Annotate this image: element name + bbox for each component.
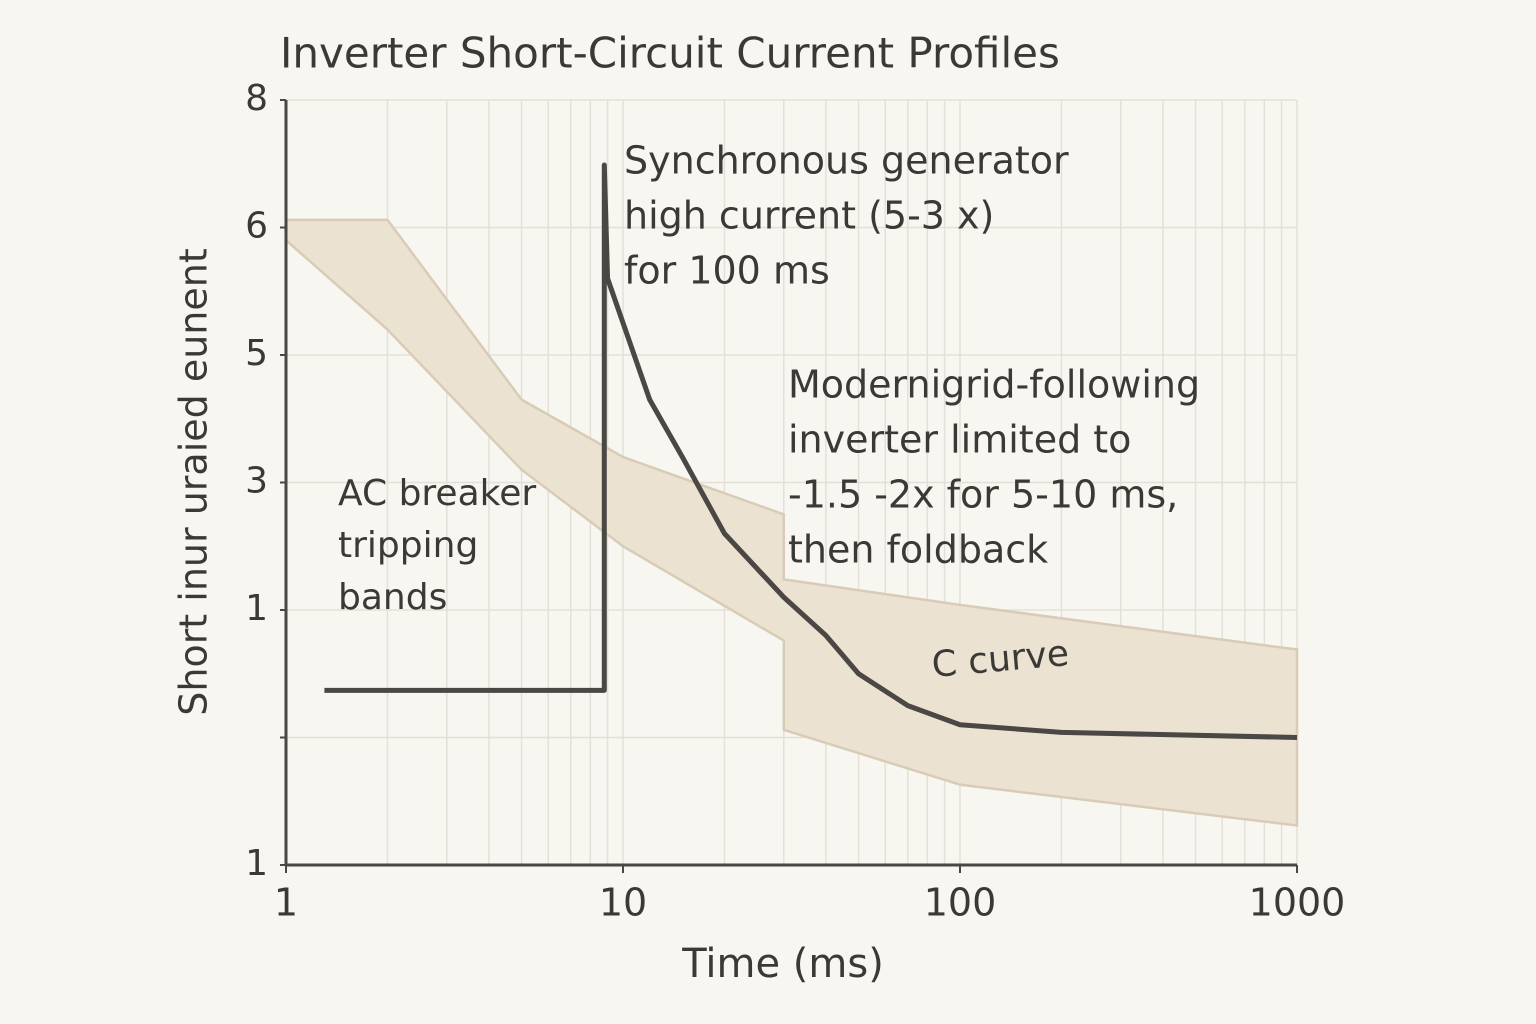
- x-axis-label: Time (ms): [681, 941, 884, 987]
- tripping-band: [284, 218, 1299, 827]
- y-tick-label: 3: [245, 461, 268, 502]
- x-tick-label: 1: [274, 881, 298, 925]
- y-tick-label: 5: [245, 333, 268, 374]
- x-tick-label: 1000: [1249, 881, 1346, 925]
- annotation: for 100 ms: [624, 249, 830, 293]
- annotation: -1.5 -2x for 5-10 ms,: [788, 473, 1178, 517]
- plot-area: Synchronous generator high current (5-3 x…: [284, 139, 1299, 827]
- x-tick-label: 10: [599, 881, 647, 925]
- annotation: high current (5-3 x): [624, 194, 994, 238]
- chart-title: Inverter Short-Circuit Current Profiles: [280, 29, 1060, 78]
- x-tick-label: 100: [924, 881, 997, 925]
- y-tick-label: 1: [245, 843, 268, 884]
- y-axis-label: Short inur uraied eunent: [172, 248, 216, 716]
- annotation: tripping: [338, 525, 478, 566]
- annotation: Modernigrid-following: [788, 363, 1200, 407]
- annotation: AC breaker: [338, 473, 536, 514]
- annotation: then foldback: [788, 528, 1048, 572]
- annotation: Synchronous generator: [624, 139, 1069, 183]
- annotation: inverter limited to: [788, 418, 1131, 462]
- y-tick-label: 1: [245, 588, 268, 629]
- annotation: bands: [338, 577, 447, 618]
- y-tick-label: 8: [245, 78, 268, 119]
- y-tick-label: 6: [245, 206, 268, 247]
- current-curve: [324, 162, 1298, 740]
